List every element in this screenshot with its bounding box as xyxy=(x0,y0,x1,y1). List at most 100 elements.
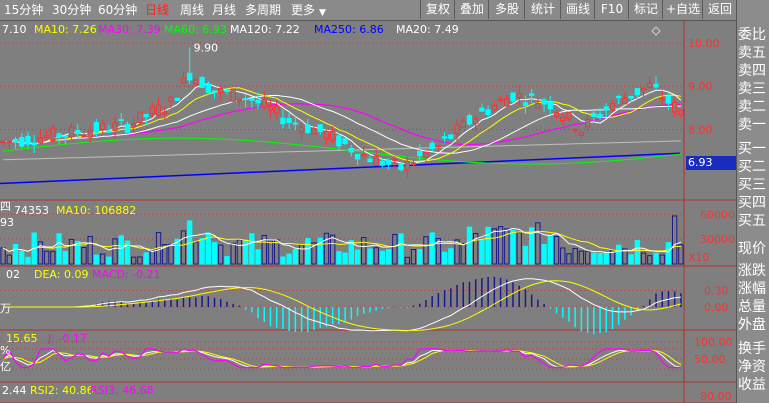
vol-bar-59 xyxy=(367,248,373,265)
candle-body-63 xyxy=(392,158,398,161)
candle-body-89 xyxy=(553,112,560,117)
vol-bar-34 xyxy=(211,242,218,265)
candle-body-95 xyxy=(591,112,597,117)
candle-body-48 xyxy=(298,126,305,133)
vol-bar-8 xyxy=(50,250,56,265)
vol-bar-56 xyxy=(348,240,355,265)
candle-body-62 xyxy=(385,160,392,165)
adjust-button[interactable]: 复权 xyxy=(420,0,455,19)
vol-bar-18 xyxy=(112,238,118,265)
candle-body-70 xyxy=(435,145,442,148)
vol-bar-107 xyxy=(665,242,672,265)
vol-bar-14 xyxy=(87,235,93,265)
candle-body-58 xyxy=(361,154,367,157)
period-60min[interactable]: 60分钟 xyxy=(98,3,138,17)
stats-button[interactable]: 统计 xyxy=(524,0,561,19)
price-tick-2: 8.00 xyxy=(688,123,713,136)
candle-body-60 xyxy=(373,155,379,166)
candle-body-17 xyxy=(106,130,112,133)
orderbook-label-7: 买二 xyxy=(738,159,766,175)
candle-body-66 xyxy=(410,162,417,166)
candle-body-16 xyxy=(99,122,106,131)
candle-body-49 xyxy=(305,124,311,134)
period-30min[interactable]: 30分钟 xyxy=(52,3,92,17)
candle-body-71 xyxy=(441,136,448,139)
candle-body-47 xyxy=(292,122,299,125)
candle-body-15 xyxy=(93,122,100,133)
vol-bar-87 xyxy=(541,244,547,265)
vol-bar-48 xyxy=(298,244,305,265)
candle-body-88 xyxy=(547,101,553,110)
vol-bar-31 xyxy=(193,241,199,265)
vol-bar-28 xyxy=(174,238,180,265)
vol-bar-61 xyxy=(379,250,386,265)
kdj-tick-1: 50.00 xyxy=(694,353,726,366)
period-weekly[interactable]: 周线 xyxy=(180,3,205,17)
vol-bar-69 xyxy=(429,232,435,265)
candle-body-24 xyxy=(149,106,156,114)
candle-body-32 xyxy=(199,76,205,88)
vol-bar-22 xyxy=(137,256,143,265)
candle-body-59 xyxy=(367,158,373,163)
back-button[interactable]: 返回 xyxy=(702,0,737,19)
chevron-down-icon[interactable]: ▼ xyxy=(319,8,326,18)
candle-body-106 xyxy=(659,97,665,101)
rsi-tick-0: 80.00 xyxy=(700,390,732,403)
vol-bar-108 xyxy=(671,215,678,265)
period-daily[interactable]: 日线 xyxy=(145,3,170,17)
candle-body-38 xyxy=(236,98,243,102)
vol-unit: X10 xyxy=(688,251,710,264)
vol-bar-3 xyxy=(19,250,25,265)
price-legend-0: 7.10 xyxy=(2,23,27,36)
ma60-line xyxy=(3,137,681,165)
vol-ma10-line xyxy=(2,230,681,253)
add-favorite-button[interactable]: +自选 xyxy=(662,0,703,19)
vol-bar-63 xyxy=(392,233,398,265)
period-multi[interactable]: 多周期 xyxy=(245,3,282,17)
multi-stock-button[interactable]: 多股 xyxy=(488,0,525,19)
vol-bar-52 xyxy=(323,232,330,265)
candle-body-77 xyxy=(479,107,485,112)
period-more[interactable]: 更多 xyxy=(291,3,316,17)
vol-bar-97 xyxy=(603,252,609,265)
vol-bar-98 xyxy=(609,250,616,265)
vol-bar-83 xyxy=(516,232,522,265)
candle-body-39 xyxy=(242,98,249,101)
macd-dea-line xyxy=(3,280,682,331)
candle-body-43 xyxy=(267,106,274,111)
vol-bar-86 xyxy=(535,222,541,265)
candle-body-93 xyxy=(578,131,585,136)
candle-body-5 xyxy=(31,142,37,146)
candle-body-1 xyxy=(6,140,13,143)
period-monthly[interactable]: 月线 xyxy=(212,3,237,17)
draw-line-button[interactable]: 画线 xyxy=(560,0,595,19)
f10-button[interactable]: F10 xyxy=(594,0,629,19)
candle-body-40 xyxy=(249,98,255,101)
candle-body-7 xyxy=(43,135,50,139)
mark-button[interactable]: 标记 xyxy=(628,0,663,19)
overlay-button[interactable]: 叠加 xyxy=(454,0,489,19)
vol-bar-66 xyxy=(410,249,417,265)
price-legend-4: MA120: 7.22 xyxy=(230,23,300,36)
candle-body-94 xyxy=(584,118,591,128)
vol-bar-23 xyxy=(143,252,149,265)
vol-bar-11 xyxy=(68,238,75,265)
vol-bar-15 xyxy=(93,254,100,265)
vol-bar-43 xyxy=(267,240,274,265)
vol-bar-80 xyxy=(497,226,504,265)
peak-price-label: 9.90 xyxy=(194,41,219,54)
candle-body-79 xyxy=(491,104,498,111)
kdj-legend-0: 15.65 xyxy=(6,332,38,345)
orderbook-label-1: 卖五 xyxy=(738,45,766,61)
candle-body-22 xyxy=(137,111,143,123)
price-legend-2: MA30: 7.39 xyxy=(98,23,161,36)
candle-body-13 xyxy=(81,134,87,138)
vol-bar-0 xyxy=(0,247,6,265)
period-15min[interactable]: 15分钟 xyxy=(4,3,44,17)
vol-bar-42 xyxy=(261,234,267,265)
candle-body-44 xyxy=(274,105,280,114)
candle-body-108 xyxy=(671,101,678,113)
candle-body-25 xyxy=(155,104,162,116)
candle-body-96 xyxy=(597,113,603,119)
candle-body-36 xyxy=(224,89,230,92)
